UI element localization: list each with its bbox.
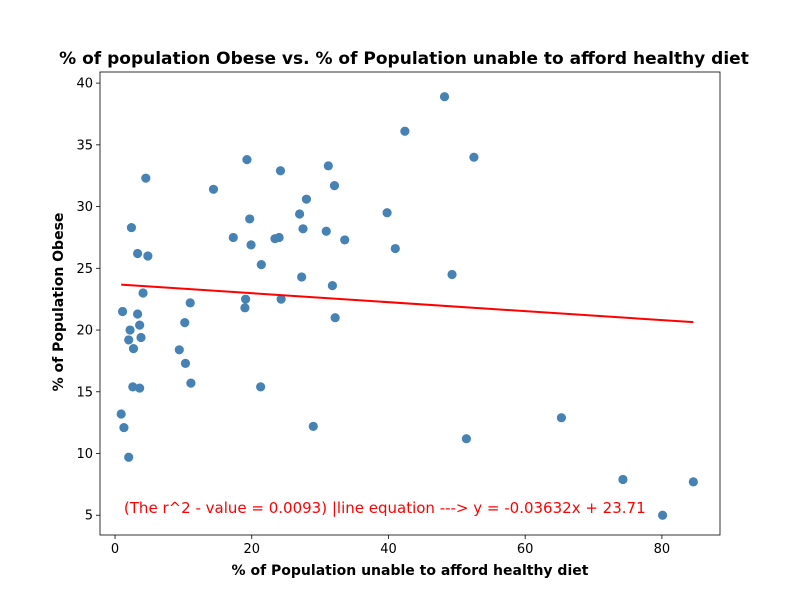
data-point xyxy=(241,294,251,304)
data-point xyxy=(128,343,139,354)
data-point xyxy=(657,510,668,520)
data-point xyxy=(132,309,143,319)
x-axis-label: % of Population unable to afford healthy… xyxy=(232,563,589,579)
y-tick-label: 25 xyxy=(76,262,93,277)
data-point xyxy=(141,173,151,183)
data-point xyxy=(274,232,284,243)
data-point xyxy=(256,260,266,270)
data-point xyxy=(321,226,331,236)
data-point xyxy=(400,126,410,136)
data-point xyxy=(295,209,305,219)
data-point xyxy=(124,452,134,462)
regression-line xyxy=(121,283,694,324)
data-point xyxy=(135,383,145,393)
data-point xyxy=(298,224,308,234)
data-point xyxy=(126,222,137,233)
data-point xyxy=(245,214,255,224)
y-tick-label: 40 xyxy=(76,77,93,92)
data-point xyxy=(180,318,190,328)
data-point xyxy=(323,161,333,171)
data-point xyxy=(256,382,266,392)
data-point xyxy=(132,248,143,259)
x-tick-label: 40 xyxy=(380,542,397,557)
x-tick-label: 60 xyxy=(517,542,534,557)
data-point xyxy=(186,378,196,388)
data-point xyxy=(138,288,148,298)
data-point xyxy=(124,335,134,345)
y-tick-label: 35 xyxy=(76,138,93,153)
data-point xyxy=(390,243,400,254)
y-tick-label: 20 xyxy=(76,324,93,339)
data-point xyxy=(125,325,135,335)
data-point xyxy=(240,303,250,313)
data-point xyxy=(128,382,138,392)
x-tick-label: 0 xyxy=(111,542,119,557)
data-point xyxy=(174,345,184,355)
regression-annotation: (The r^2 - value = 0.0093) |line equatio… xyxy=(124,499,646,517)
data-point xyxy=(143,251,153,261)
data-point xyxy=(447,269,457,280)
data-point xyxy=(340,235,350,245)
data-point xyxy=(556,413,567,423)
data-point xyxy=(329,180,340,191)
data-point xyxy=(330,313,340,323)
data-point xyxy=(688,477,698,487)
data-point xyxy=(116,409,126,419)
data-point xyxy=(618,474,628,485)
data-point xyxy=(308,421,318,431)
data-point xyxy=(246,240,256,250)
data-point xyxy=(276,294,286,304)
data-point xyxy=(301,194,312,204)
data-point xyxy=(439,92,450,102)
y-tick-label: 10 xyxy=(76,447,93,462)
data-point xyxy=(135,320,145,330)
data-point xyxy=(136,332,146,343)
y-tick-label: 30 xyxy=(76,200,93,215)
chart-title: % of population Obese vs. % of Populatio… xyxy=(59,49,749,69)
data-point xyxy=(461,434,471,444)
data-point xyxy=(469,152,479,162)
x-tick-label: 80 xyxy=(654,542,671,557)
data-point xyxy=(117,306,128,317)
x-tick-label: 20 xyxy=(243,542,260,557)
data-point xyxy=(242,155,252,165)
data-point xyxy=(185,298,195,308)
data-point xyxy=(119,422,129,433)
y-axis-label: % of Population Obese xyxy=(51,213,67,392)
data-point xyxy=(382,208,392,218)
plot-area: 0 20 40 60 80 5 10 15 20 25 30 35 40 xyxy=(76,71,721,557)
data-point xyxy=(228,232,238,243)
plot-frame xyxy=(99,71,721,536)
data-point xyxy=(208,184,219,194)
data-point xyxy=(297,272,307,282)
data-point xyxy=(327,280,338,291)
y-tick-label: 15 xyxy=(76,385,93,400)
data-point xyxy=(275,166,286,176)
data-point xyxy=(180,358,191,368)
y-tick-label: 5 xyxy=(85,509,93,524)
